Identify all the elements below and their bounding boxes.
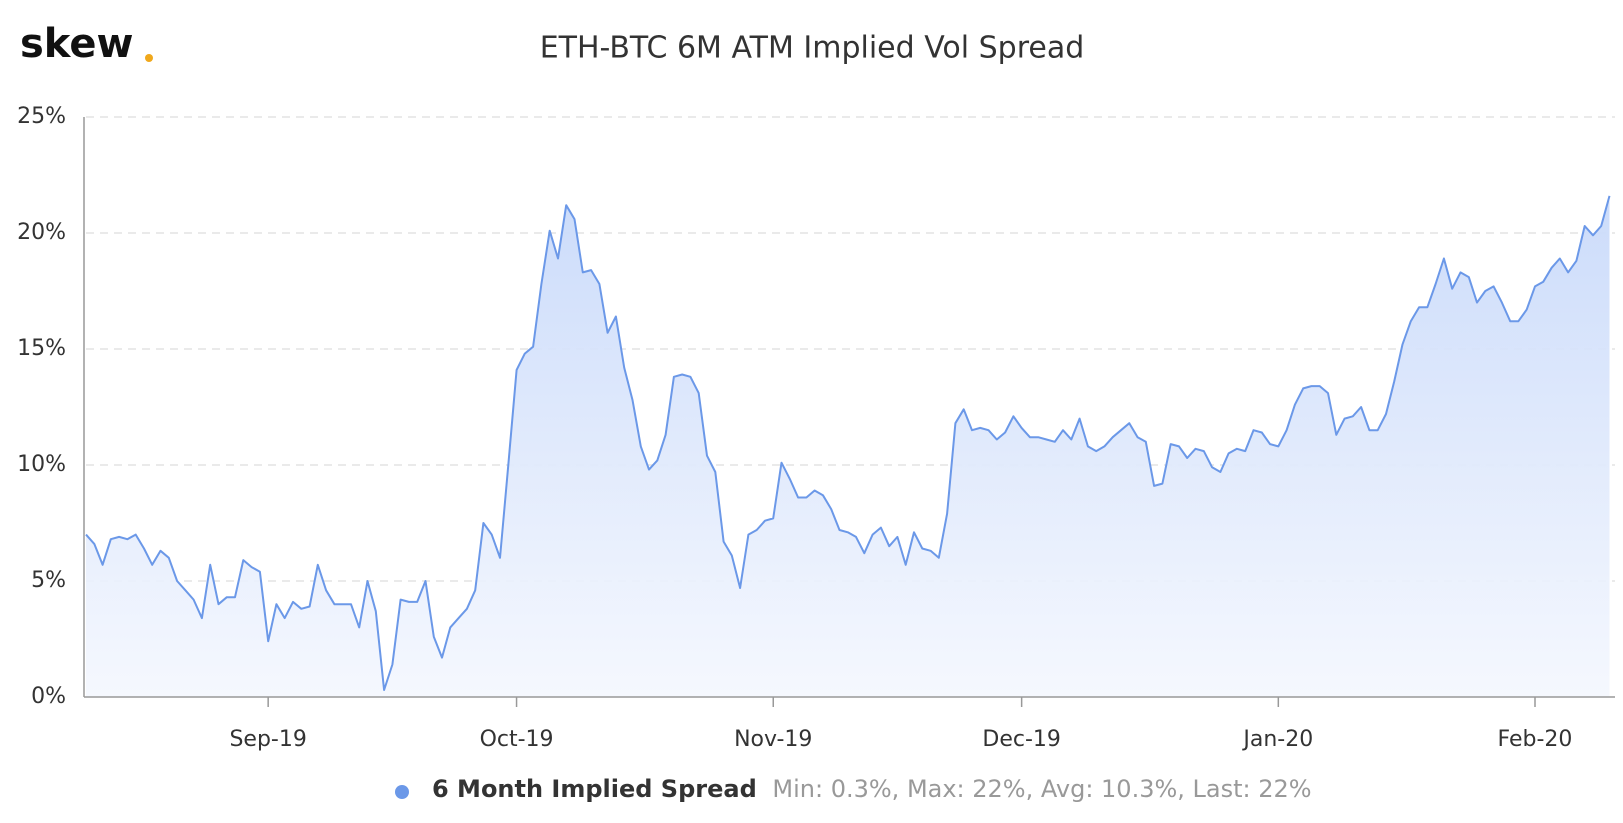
legend: 6 Month Implied Spread Min: 0.3%, Max: 2… bbox=[432, 775, 1312, 803]
y-tick-label: 0% bbox=[31, 684, 66, 709]
legend-stats: Min: 0.3%, Max: 22%, Avg: 10.3%, Last: 2… bbox=[772, 775, 1311, 803]
logo: skew bbox=[20, 21, 133, 67]
legend-marker bbox=[395, 785, 409, 799]
x-tick-label: Dec-19 bbox=[982, 727, 1061, 752]
line bbox=[85, 195, 1611, 691]
plot-area: 0% 5% 10% 15% 20% 25% Sep-19 Oct-19 Nov-19 Dec-19… bbox=[17, 104, 1615, 752]
legend-label: 6 Month Implied Spread bbox=[432, 775, 757, 803]
logo-dot bbox=[145, 54, 153, 62]
x-tick-label: Nov-19 bbox=[734, 727, 812, 752]
chart-title: ETH-BTC 6M ATM Implied Vol Spread bbox=[540, 31, 1085, 66]
x-tick-label: Sep-19 bbox=[229, 727, 306, 752]
y-tick-label: 5% bbox=[31, 568, 66, 593]
x-tick-label: Feb-20 bbox=[1498, 727, 1573, 752]
x-tick-label: Jan-20 bbox=[1241, 727, 1313, 752]
y-tick-label: 20% bbox=[17, 220, 66, 245]
x-tick-label: Oct-19 bbox=[480, 727, 554, 752]
y-tick-label: 25% bbox=[17, 104, 66, 129]
y-tick-label: 15% bbox=[17, 336, 66, 361]
area bbox=[86, 195, 1610, 697]
y-tick-label: 10% bbox=[17, 452, 66, 477]
